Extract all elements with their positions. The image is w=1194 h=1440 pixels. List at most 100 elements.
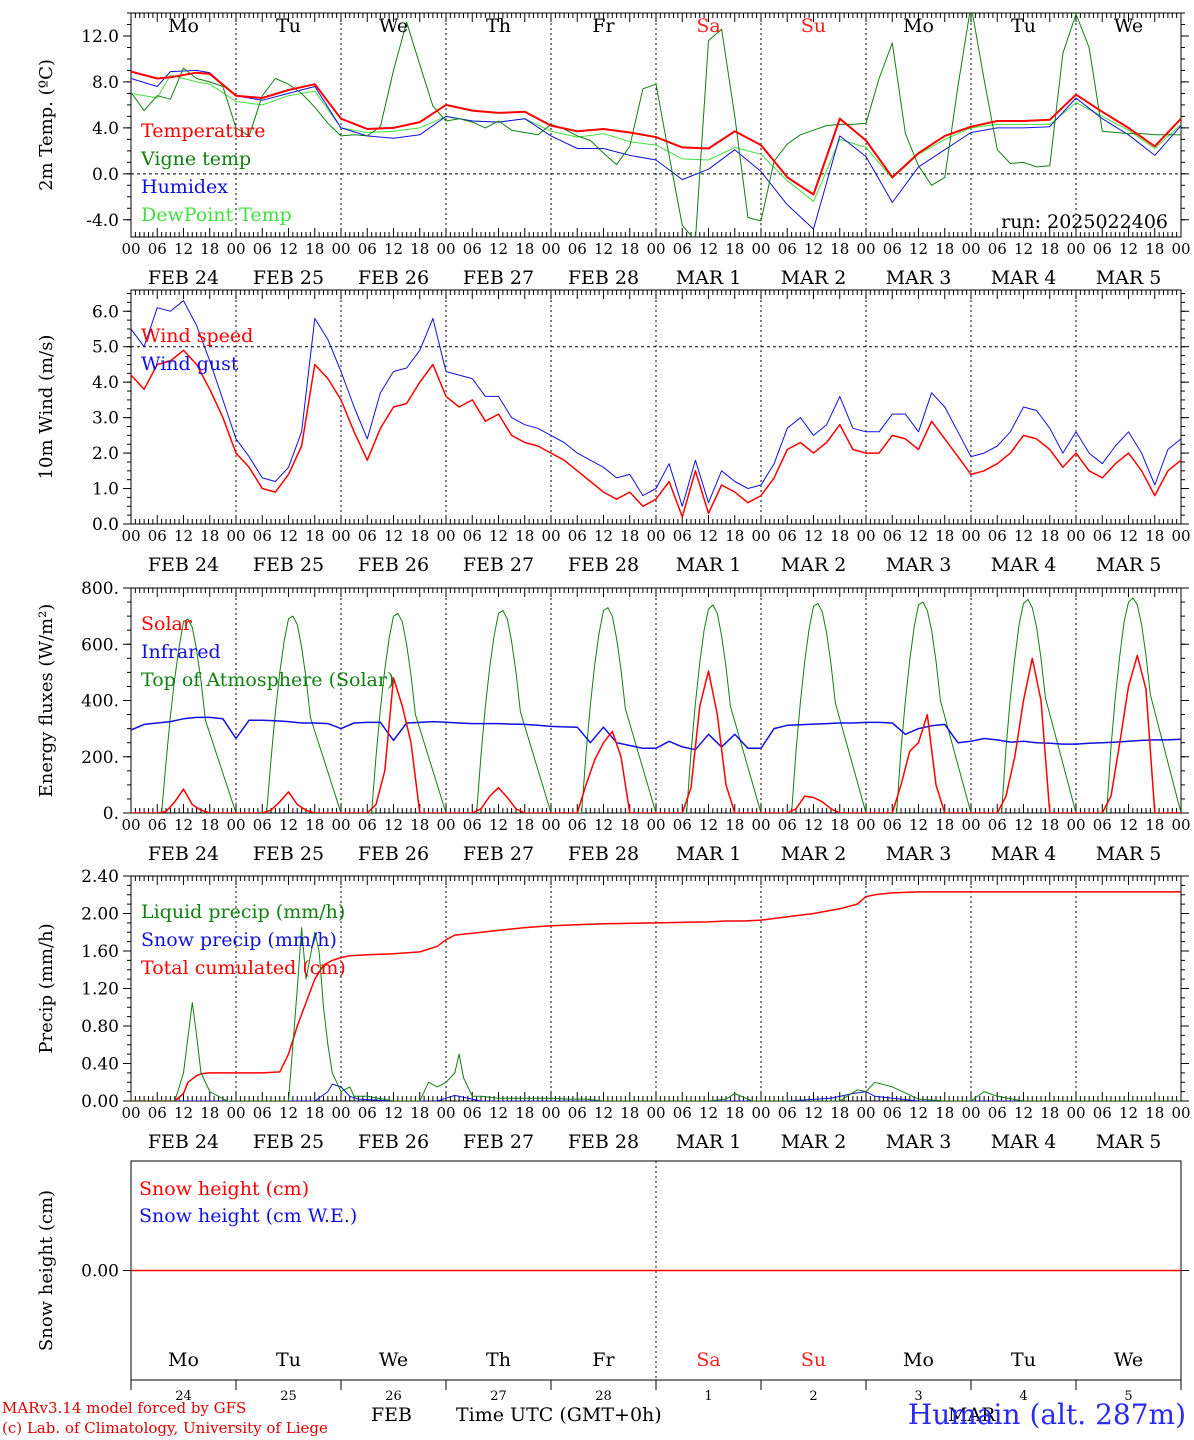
hour-label: 18	[200, 816, 219, 834]
hour-label: 06	[778, 240, 797, 258]
date-label: FEB 27	[463, 843, 534, 865]
date-label: MAR 3	[886, 554, 952, 576]
hour-label: 06	[1093, 527, 1112, 545]
hour-label: 12	[804, 527, 823, 545]
hour-label: 06	[988, 527, 1007, 545]
hour-label: 18	[1145, 1104, 1164, 1122]
hour-label: 12	[1119, 816, 1138, 834]
hour-label: 00	[751, 527, 770, 545]
weekday-label: Sa	[696, 15, 720, 37]
hour-label: 00	[436, 527, 455, 545]
date-label: MAR 2	[781, 554, 847, 576]
hour-label: 06	[778, 527, 797, 545]
y-tick-label: 4.0	[92, 119, 119, 139]
hour-label: 00	[646, 816, 665, 834]
hour-label: 06	[568, 527, 587, 545]
date-label: MAR 2	[781, 843, 847, 865]
hour-label: 12	[384, 240, 403, 258]
hour-label: 18	[200, 527, 219, 545]
y-tick-label: 8.0	[92, 73, 119, 93]
date-label: MAR 5	[1096, 554, 1162, 576]
legend-entry: Snow precip (mm/h)	[141, 929, 337, 951]
hour-label: 12	[174, 1104, 193, 1122]
series-line-wind-speed	[131, 349, 1181, 518]
hour-label: 00	[751, 816, 770, 834]
hour-label: 06	[463, 816, 482, 834]
hour-label: 00	[541, 1104, 560, 1122]
y-axis-label: Precip (mm/h)	[36, 923, 57, 1053]
hour-label: 18	[935, 816, 954, 834]
weekday-label: Sa	[696, 1349, 720, 1371]
hour-label: 00	[856, 527, 875, 545]
series-line-wind-gust	[131, 300, 1181, 507]
y-tick-label: 0.40	[81, 1055, 119, 1075]
weekday-label: Mo	[903, 1349, 934, 1371]
legend-entry: Snow height (cm)	[139, 1178, 309, 1200]
series-line-top-of-atmosphere-solar-	[131, 597, 1181, 813]
hour-label: 06	[883, 527, 902, 545]
hour-label: 18	[830, 240, 849, 258]
hour-label: 12	[489, 240, 508, 258]
hour-label: 18	[725, 816, 744, 834]
date-label: MAR 4	[991, 1131, 1057, 1153]
hour-label: 18	[1040, 527, 1059, 545]
hour-label: 18	[410, 240, 429, 258]
series-line-solar	[131, 654, 1181, 813]
hour-label: 12	[909, 816, 928, 834]
hour-label: 18	[725, 527, 744, 545]
weekday-label: Fr	[592, 1349, 615, 1371]
y-tick-label: 4.0	[92, 373, 119, 393]
date-label: FEB 27	[463, 1131, 534, 1153]
hour-label: 12	[909, 527, 928, 545]
panel-temperature: -4.0 0.0 4.0 8.0 12.0 2m Temp. (ºC) Temperatur…	[36, 12, 1191, 289]
panel-wind: 0.0 1.0 2.0 3.0 4.0 5.0 6.0 10m Wind (m/s) Wind …	[36, 289, 1191, 576]
hour-label: 18	[410, 816, 429, 834]
hour-label: 00	[331, 1104, 350, 1122]
date-label: FEB 26	[358, 554, 429, 576]
weekday-label: We	[379, 1349, 408, 1371]
hour-label: 00	[226, 527, 245, 545]
weekday-label: Mo	[168, 15, 199, 37]
hour-label: 12	[1119, 1104, 1138, 1122]
series-line-infrared	[131, 716, 1181, 751]
hour-label: 06	[988, 240, 1007, 258]
hour-label: 00	[226, 240, 245, 258]
date-label: FEB 28	[568, 843, 639, 865]
hour-label: 00	[331, 816, 350, 834]
station-name: Humain (alt. 287m)	[907, 1398, 1186, 1431]
hour-label: 00	[961, 527, 980, 545]
day-number-label: 27	[490, 1389, 507, 1404]
hour-label: 00	[436, 240, 455, 258]
hour-label: 06	[463, 527, 482, 545]
copyright-credit: (c) Lab. of Climatology, University of L…	[2, 1419, 328, 1437]
weekday-label: Tu	[276, 1349, 301, 1371]
date-label: FEB 26	[358, 267, 429, 289]
hour-label: 00	[1066, 1104, 1085, 1122]
hour-label: 12	[804, 240, 823, 258]
hour-label: 06	[253, 240, 272, 258]
hour-label: 18	[830, 527, 849, 545]
hour-label: 06	[1093, 1104, 1112, 1122]
hour-label: 00	[121, 1104, 140, 1122]
hour-label: 00	[1066, 816, 1085, 834]
y-tick-label: 0.0	[92, 515, 119, 535]
hour-label: 00	[1066, 527, 1085, 545]
y-tick-label: 5.0	[92, 338, 119, 358]
hour-label: 12	[909, 1104, 928, 1122]
day-number-label: 4	[1019, 1389, 1027, 1404]
legend-entry: DewPoint Temp	[141, 204, 292, 226]
hour-label: 00	[1171, 240, 1190, 258]
y-tick-label: 0.	[103, 804, 119, 824]
hour-label: 00	[226, 1104, 245, 1122]
legend-entry: Vigne temp	[140, 148, 251, 170]
hour-label: 06	[673, 816, 692, 834]
hour-label: 12	[699, 527, 718, 545]
day-number-label: 3	[914, 1389, 922, 1404]
y-tick-label: 12.0	[81, 27, 119, 47]
hour-label: 12	[1014, 816, 1033, 834]
model-credit: MARv3.14 model forced by GFS	[2, 1399, 247, 1417]
weekday-label: Su	[801, 15, 826, 37]
panel-precip: 0.00 0.40 0.80 1.20 1.60 2.00 2.40 Precip (mm/h…	[36, 867, 1191, 1153]
hour-label: 12	[1119, 240, 1138, 258]
hour-label: 06	[883, 1104, 902, 1122]
